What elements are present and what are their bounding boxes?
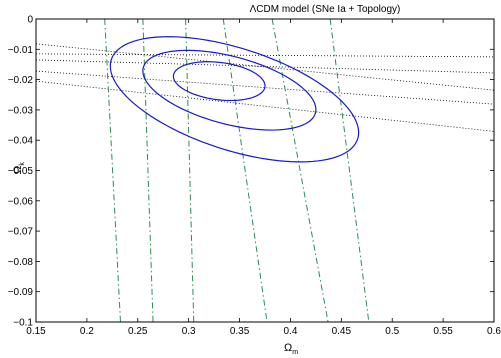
plot-area: 0.15 0.2 0.25 0.3 0.35 0.4 0.45 0.5 0.55 0.6 0 −0.… <box>8 15 501 338</box>
x-axis-label-sub: m <box>292 349 298 356</box>
dotted-line-3 <box>36 59 494 74</box>
y-tick-label: −0.02 <box>8 75 34 86</box>
dashdot-line-6 <box>329 19 370 322</box>
x-tick-label: 0.35 <box>230 326 250 337</box>
confidence-contours <box>109 36 360 163</box>
y-tick-label: −0.1 <box>13 318 33 329</box>
y-tick-label: −0.04 <box>8 136 34 147</box>
contour-3 <box>109 36 360 163</box>
x-tick-label: 0.55 <box>433 326 453 337</box>
x-tick-label: 0.15 <box>26 326 46 337</box>
y-tick-label: −0.03 <box>8 105 34 116</box>
y-tick-label: −0.01 <box>8 45 34 56</box>
dashdot-lines <box>104 19 370 322</box>
x-axis-label: Ωm <box>284 342 298 356</box>
x-tick-label: 0.3 <box>182 326 196 337</box>
y-axis-label-main: Ω <box>12 166 24 174</box>
x-tick-label: 0.2 <box>80 326 94 337</box>
dashdot-line-1 <box>104 19 121 322</box>
y-tick-label: −0.05 <box>8 166 34 177</box>
ticks <box>35 18 495 323</box>
contour-1 <box>172 61 266 102</box>
dotted-line-2 <box>36 53 494 58</box>
dashdot-line-3 <box>185 19 195 322</box>
x-tick-label: 0.4 <box>283 326 297 337</box>
y-tick-label: −0.08 <box>8 257 34 268</box>
y-axis-label: Ωk <box>12 162 26 174</box>
contour-2 <box>142 49 317 131</box>
dashdot-line-5 <box>271 19 329 322</box>
dotted-lines <box>36 43 494 132</box>
x-tick-label: 0.6 <box>487 326 501 337</box>
y-tick-label: −0.09 <box>8 287 34 298</box>
y-tick-label: −0.07 <box>8 227 34 238</box>
chart-title: ΛCDM model (SNe Ia + Topology) <box>250 4 401 15</box>
x-axis-label-main: Ω <box>284 342 292 354</box>
y-tick-label: −0.06 <box>8 196 34 207</box>
y-tick-label: 0 <box>27 15 33 26</box>
x-tick-labels: 0.15 0.2 0.25 0.3 0.35 0.4 0.45 0.5 0.55 0.6 <box>26 326 501 337</box>
x-tick-label: 0.25 <box>128 326 148 337</box>
x-tick-label: 0.45 <box>332 326 352 337</box>
y-tick-labels: 0 −0.01 −0.02 −0.03 −0.04 −0.05 −0.06 −0.07 −0.0… <box>8 15 34 329</box>
y-axis-label-sub: k <box>19 162 26 166</box>
plot-frame <box>35 18 495 323</box>
dashdot-line-2 <box>142 19 154 322</box>
x-tick-label: 0.5 <box>385 326 399 337</box>
dashdot-line-4 <box>222 19 268 322</box>
